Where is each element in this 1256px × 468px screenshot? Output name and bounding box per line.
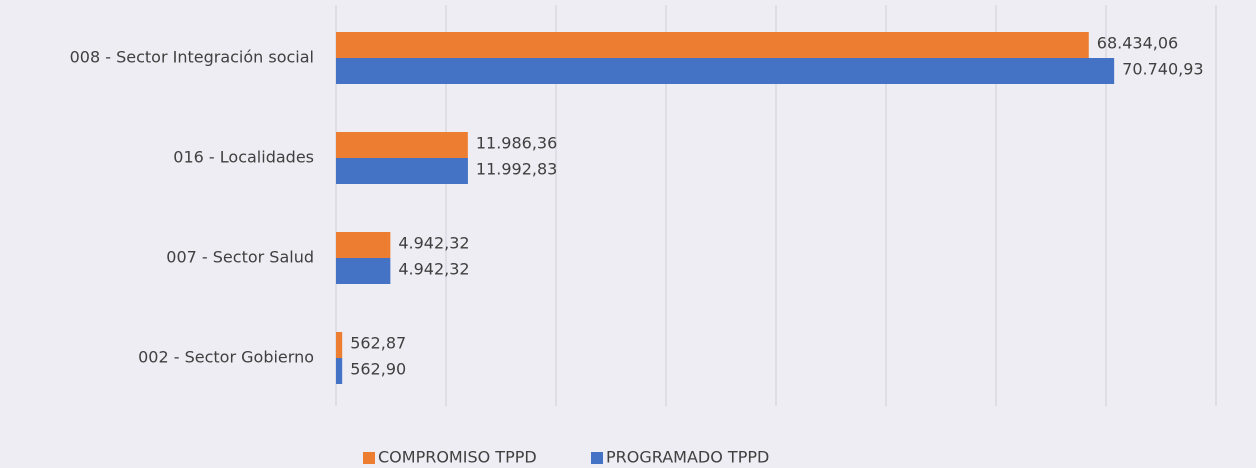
bar bbox=[336, 232, 391, 258]
legend-swatch bbox=[363, 452, 375, 464]
bar bbox=[336, 58, 1115, 84]
y-tick-label: 007 - Sector Salud bbox=[166, 248, 314, 267]
legend-swatch bbox=[591, 452, 603, 464]
data-label: 4.942,32 bbox=[398, 260, 469, 279]
data-label: 70.740,93 bbox=[1122, 60, 1203, 79]
data-label: 68.434,06 bbox=[1097, 34, 1178, 53]
bar bbox=[336, 32, 1089, 58]
data-label: 11.986,36 bbox=[476, 134, 557, 153]
bar bbox=[336, 158, 468, 184]
data-label: 4.942,32 bbox=[398, 234, 469, 253]
data-label: 562,90 bbox=[350, 360, 406, 379]
legend-label: COMPROMISO TPPD bbox=[378, 448, 537, 467]
bar bbox=[336, 358, 343, 384]
bar bbox=[336, 258, 391, 284]
data-label: 11.992,83 bbox=[476, 160, 557, 179]
legend-label: PROGRAMADO TPPD bbox=[606, 448, 769, 467]
y-tick-label: 016 - Localidades bbox=[173, 148, 314, 167]
y-tick-label: 002 - Sector Gobierno bbox=[138, 348, 314, 367]
y-tick-label: 008 - Sector Integración social bbox=[70, 48, 314, 67]
bar bbox=[336, 132, 468, 158]
data-label: 562,87 bbox=[350, 334, 406, 353]
bar bbox=[336, 332, 343, 358]
